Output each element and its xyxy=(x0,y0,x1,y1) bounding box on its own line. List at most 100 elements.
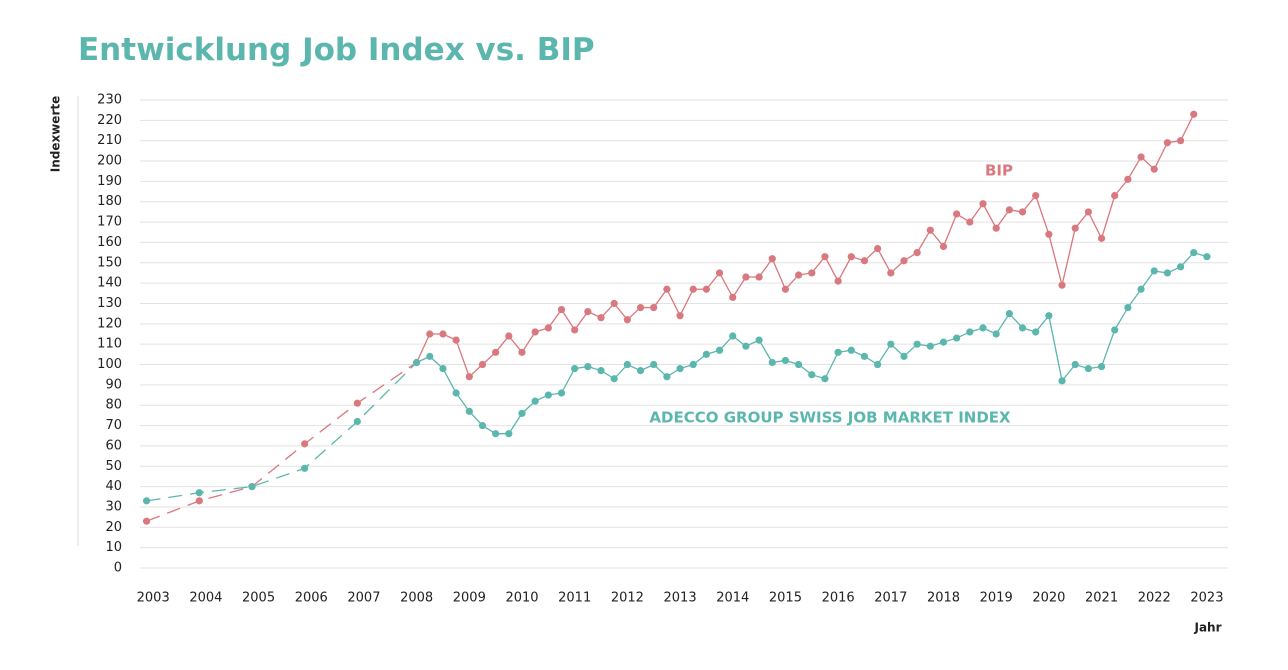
y-tick-label: 110 xyxy=(97,337,122,352)
data-point xyxy=(531,328,539,336)
data-point xyxy=(465,407,473,415)
data-point xyxy=(1005,310,1013,318)
data-point xyxy=(860,257,869,265)
data-point xyxy=(689,285,697,293)
y-tick-label: 10 xyxy=(105,540,122,555)
data-point xyxy=(584,308,592,316)
x-tick-label: 2019 xyxy=(980,591,1013,606)
x-tick-label: 2022 xyxy=(1138,591,1171,606)
x-tick-label: 2018 xyxy=(927,591,960,606)
data-point xyxy=(610,299,618,308)
data-point xyxy=(900,257,908,265)
data-point xyxy=(1084,208,1092,216)
y-tick-label: 50 xyxy=(105,459,122,474)
y-tick-label: 140 xyxy=(97,276,122,291)
x-tick-label: 2017 xyxy=(874,591,907,606)
data-point xyxy=(1097,362,1106,371)
data-point xyxy=(492,430,500,438)
data-point xyxy=(439,364,447,373)
data-point xyxy=(834,277,842,285)
data-point xyxy=(742,342,750,350)
y-tick-label: 20 xyxy=(105,520,122,535)
data-point xyxy=(452,389,460,397)
x-tick-label: 2005 xyxy=(242,591,275,606)
data-point xyxy=(557,389,566,397)
data-point xyxy=(1071,360,1079,369)
data-point xyxy=(874,244,882,253)
data-point xyxy=(689,360,697,369)
data-point xyxy=(1032,192,1040,200)
data-point xyxy=(913,249,921,257)
data-point xyxy=(729,332,737,340)
y-tick-label: 40 xyxy=(105,479,122,494)
data-point xyxy=(702,285,710,293)
data-point xyxy=(821,253,829,261)
data-point xyxy=(1071,224,1079,232)
y-tick-label: 80 xyxy=(105,398,122,413)
data-point xyxy=(1124,175,1132,183)
data-point xyxy=(248,483,256,491)
x-tick-label: 2004 xyxy=(189,591,222,606)
data-point xyxy=(195,497,203,505)
data-point xyxy=(636,367,645,375)
x-tick-label: 2016 xyxy=(822,591,855,606)
data-point xyxy=(610,375,618,383)
data-point xyxy=(1058,377,1066,385)
data-point xyxy=(821,375,829,383)
data-point xyxy=(413,358,421,367)
data-point xyxy=(1150,267,1158,275)
data-point xyxy=(1111,192,1119,200)
data-point xyxy=(834,348,842,356)
data-point xyxy=(1137,285,1145,293)
data-point xyxy=(702,350,710,358)
data-point xyxy=(939,338,948,346)
y-tick-label: 220 xyxy=(97,113,122,128)
x-tick-label: 2003 xyxy=(137,591,170,606)
data-point xyxy=(353,417,361,426)
y-tick-label: 170 xyxy=(97,215,122,230)
data-point xyxy=(623,360,631,369)
y-tick-label: 210 xyxy=(97,133,122,148)
data-point xyxy=(195,489,203,497)
data-point xyxy=(1084,364,1092,373)
data-point xyxy=(353,399,361,407)
data-point xyxy=(301,440,309,448)
data-point xyxy=(452,336,460,344)
data-point xyxy=(465,373,473,381)
data-point xyxy=(557,305,566,314)
x-tick-label: 2011 xyxy=(558,591,591,606)
data-point xyxy=(913,340,921,348)
x-tick-label: 2014 xyxy=(716,591,749,606)
data-point xyxy=(478,360,487,369)
series-label: BIP xyxy=(985,162,1013,180)
data-point xyxy=(900,352,908,360)
x-tick-label: 2021 xyxy=(1085,591,1118,606)
data-point xyxy=(518,409,526,417)
x-tick-label: 2008 xyxy=(400,591,433,606)
data-point xyxy=(142,497,151,505)
data-point xyxy=(478,421,487,430)
data-point xyxy=(1150,165,1158,173)
y-tick-label: 70 xyxy=(105,418,122,433)
y-axis-label: Indexwerte xyxy=(49,96,63,173)
data-point xyxy=(505,332,513,340)
data-point xyxy=(439,330,447,338)
x-tick-label: 2023 xyxy=(1190,591,1223,606)
data-point xyxy=(544,324,552,332)
data-point xyxy=(301,464,309,472)
y-tick-label: 190 xyxy=(97,174,122,189)
data-point xyxy=(768,358,776,367)
x-tick-label: 2007 xyxy=(347,591,380,606)
y-tick-label: 200 xyxy=(97,154,122,169)
data-point xyxy=(518,348,526,356)
y-tick-label: 60 xyxy=(105,438,122,453)
data-point xyxy=(142,517,151,525)
x-tick-label: 2015 xyxy=(769,591,802,606)
data-point xyxy=(584,362,592,371)
x-axis-label: Jahr xyxy=(1193,621,1221,635)
data-point xyxy=(1137,153,1145,161)
data-point xyxy=(676,364,684,373)
data-point xyxy=(1097,234,1106,242)
y-tick-label: 0 xyxy=(114,561,122,576)
